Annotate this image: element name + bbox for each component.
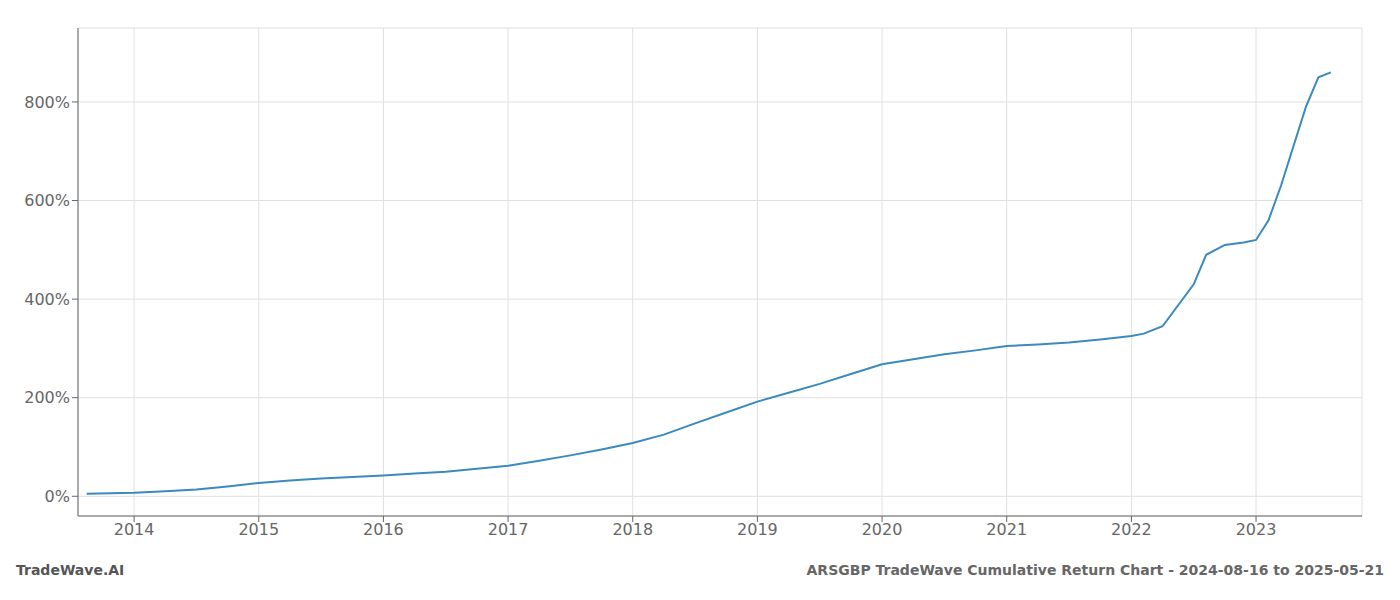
svg-text:2015: 2015 bbox=[238, 520, 279, 539]
svg-text:0%: 0% bbox=[45, 487, 70, 506]
svg-text:2018: 2018 bbox=[612, 520, 653, 539]
svg-text:2014: 2014 bbox=[114, 520, 155, 539]
svg-text:2023: 2023 bbox=[1236, 520, 1277, 539]
svg-text:2021: 2021 bbox=[986, 520, 1027, 539]
svg-text:2020: 2020 bbox=[862, 520, 903, 539]
svg-text:600%: 600% bbox=[24, 191, 70, 210]
svg-text:800%: 800% bbox=[24, 93, 70, 112]
svg-text:400%: 400% bbox=[24, 290, 70, 309]
svg-text:2022: 2022 bbox=[1111, 520, 1152, 539]
html-text:TradeWave.AI: TradeWave.AI bbox=[16, 562, 125, 578]
svg-text:2016: 2016 bbox=[363, 520, 404, 539]
svg-text:2017: 2017 bbox=[488, 520, 529, 539]
svg-text:2019: 2019 bbox=[737, 520, 778, 539]
html-text:ARSGBP TradeWave Cumulative Re: ARSGBP TradeWave Cumulative Return Chart… bbox=[806, 562, 1384, 578]
svg-text:200%: 200% bbox=[24, 388, 70, 407]
